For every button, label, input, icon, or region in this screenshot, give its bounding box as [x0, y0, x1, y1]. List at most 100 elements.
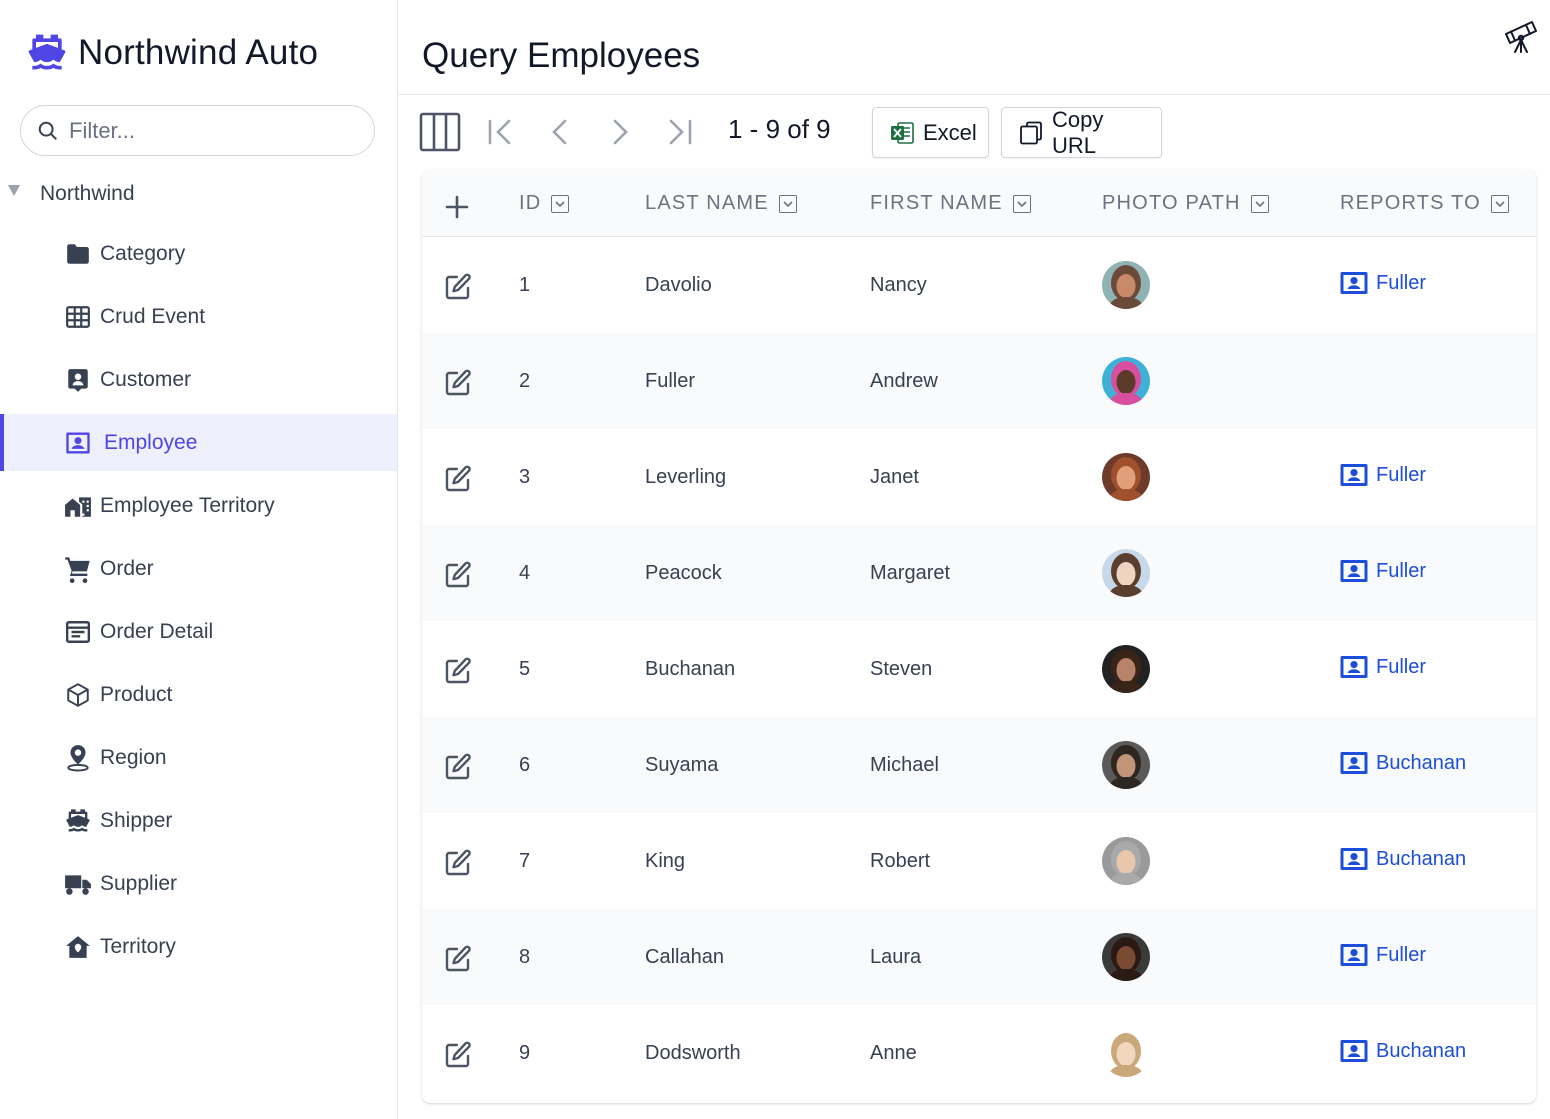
- next-page-button[interactable]: [605, 114, 635, 150]
- page-title: Query Employees: [422, 36, 701, 75]
- employee-photo: [1102, 837, 1150, 885]
- column-filter-icon[interactable]: [1490, 194, 1509, 213]
- filter-input[interactable]: [69, 117, 349, 144]
- first-page-button[interactable]: [484, 114, 516, 150]
- column-header-photo-path[interactable]: PHOTO PATH: [1102, 192, 1269, 215]
- cell-id: 9: [519, 1042, 531, 1064]
- sidebar-item-employee[interactable]: Employee: [0, 414, 397, 471]
- reports-to-label: Fuller: [1376, 655, 1427, 678]
- prev-page-button[interactable]: [545, 114, 575, 150]
- header-divider: [398, 94, 1550, 95]
- reports-to-link[interactable]: Fuller: [1340, 655, 1426, 679]
- cell-id: 2: [519, 370, 531, 392]
- cell-id: 6: [519, 754, 531, 776]
- telescope-icon[interactable]: [1502, 14, 1542, 54]
- cell-id: 3: [519, 466, 531, 488]
- app-title: Northwind Auto: [78, 33, 319, 72]
- employee-badge-icon: [64, 429, 92, 457]
- sidebar-item-territory[interactable]: Territory: [0, 918, 397, 975]
- table-row[interactable]: 9 Dodsworth Anne Buchanan: [422, 1005, 1536, 1101]
- tree-root-northwind[interactable]: Northwind: [0, 176, 397, 212]
- last-page-icon: [665, 117, 695, 147]
- reports-to-label: Fuller: [1376, 943, 1427, 966]
- column-header-reports-to[interactable]: REPORTS TO: [1340, 192, 1509, 215]
- reports-to-link[interactable]: Fuller: [1340, 559, 1426, 583]
- column-header-last-name[interactable]: LAST NAME: [645, 192, 797, 215]
- edit-icon[interactable]: [442, 943, 474, 975]
- truck-icon: [64, 870, 92, 898]
- edit-icon[interactable]: [442, 271, 474, 303]
- column-filter-icon[interactable]: [1250, 194, 1269, 213]
- copy-url-label: Copy URL: [1052, 106, 1104, 158]
- cell-id: 5: [519, 658, 531, 680]
- plus-icon: [444, 194, 470, 220]
- caret-down-icon[interactable]: [8, 185, 20, 196]
- sidebar-item-category[interactable]: Category: [0, 225, 397, 282]
- table-row[interactable]: 6 Suyama Michael Buchanan: [422, 717, 1536, 813]
- column-filter-icon[interactable]: [551, 194, 570, 213]
- edit-icon[interactable]: [442, 847, 474, 879]
- sidebar-item-employee-territory[interactable]: Employee Territory: [0, 477, 397, 534]
- cell-last-name: Davolio: [645, 274, 712, 296]
- cell-id: 1: [519, 274, 531, 296]
- table-row[interactable]: 5 Buchanan Steven Fuller: [422, 621, 1536, 717]
- edit-icon[interactable]: [442, 463, 474, 495]
- edit-icon[interactable]: [442, 1039, 474, 1071]
- cell-last-name: Suyama: [645, 754, 719, 776]
- sidebar-item-order-detail[interactable]: Order Detail: [0, 603, 397, 660]
- column-filter-icon[interactable]: [1012, 194, 1031, 213]
- reports-to-link[interactable]: Buchanan: [1340, 1039, 1466, 1063]
- excel-export-button[interactable]: Excel: [872, 107, 989, 158]
- cart-icon: [64, 555, 92, 583]
- table-row[interactable]: 3 Leverling Janet Fuller: [422, 429, 1536, 525]
- edit-icon[interactable]: [442, 655, 474, 687]
- table-row[interactable]: 4 Peacock Margaret Fuller: [422, 525, 1536, 621]
- cell-id: 4: [519, 562, 531, 584]
- table-row[interactable]: 7 King Robert Buchanan: [422, 813, 1536, 909]
- sidebar-item-customer[interactable]: Customer: [0, 351, 397, 408]
- cell-last-name: King: [645, 850, 686, 872]
- edit-icon[interactable]: [442, 367, 474, 399]
- sidebar-item-region[interactable]: Region: [0, 729, 397, 786]
- filter-field[interactable]: [20, 105, 375, 156]
- cell-last-name: Dodsworth: [645, 1042, 741, 1064]
- add-row-button[interactable]: [444, 194, 470, 220]
- sidebar-item-label: Region: [100, 745, 167, 769]
- sidebar-item-product[interactable]: Product: [0, 666, 397, 723]
- cell-id: 8: [519, 946, 531, 968]
- edit-icon[interactable]: [442, 559, 474, 591]
- cell-last-name: Callahan: [645, 946, 724, 968]
- reports-to-label: Buchanan: [1376, 751, 1467, 774]
- map-pin-icon: [64, 744, 92, 772]
- brand[interactable]: Northwind Auto: [24, 30, 318, 76]
- sidebar-item-label: Order: [100, 556, 154, 580]
- reports-to-link[interactable]: Buchanan: [1340, 751, 1466, 775]
- box-icon: [64, 681, 92, 709]
- sidebar-item-label: Crud Event: [100, 304, 206, 328]
- employee-badge-icon: [1340, 1039, 1368, 1063]
- sidebar-item-order[interactable]: Order: [0, 540, 397, 597]
- column-filter-icon[interactable]: [778, 194, 797, 213]
- reports-to-label: Fuller: [1376, 559, 1427, 582]
- last-page-button[interactable]: [664, 114, 696, 150]
- reports-to-link[interactable]: Buchanan: [1340, 847, 1466, 871]
- table-row[interactable]: 1 Davolio Nancy Fuller: [422, 237, 1536, 333]
- sidebar-item-supplier[interactable]: Supplier: [0, 855, 397, 912]
- reports-to-link[interactable]: Fuller: [1340, 271, 1426, 295]
- reports-to-link[interactable]: Fuller: [1340, 463, 1426, 487]
- reports-to-link[interactable]: Fuller: [1340, 943, 1426, 967]
- copy-url-button[interactable]: Copy URL: [1001, 107, 1162, 158]
- table-row[interactable]: 2 Fuller Andrew: [422, 333, 1536, 429]
- cell-first-name: Laura: [870, 946, 922, 968]
- column-header-first-name[interactable]: FIRST NAME: [870, 192, 1031, 215]
- column-header-id[interactable]: ID: [519, 192, 570, 215]
- columns-toggle-button[interactable]: [419, 110, 461, 154]
- column-header-label: FIRST NAME: [870, 192, 1003, 214]
- sidebar-item-crud-event[interactable]: Crud Event: [0, 288, 397, 345]
- sidebar-item-shipper[interactable]: Shipper: [0, 792, 397, 849]
- cell-first-name: Anne: [870, 1042, 917, 1064]
- table-row[interactable]: 8 Callahan Laura Fuller: [422, 909, 1536, 1005]
- employee-photo: [1102, 1029, 1150, 1077]
- edit-icon[interactable]: [442, 751, 474, 783]
- employee-badge-icon: [1340, 847, 1368, 871]
